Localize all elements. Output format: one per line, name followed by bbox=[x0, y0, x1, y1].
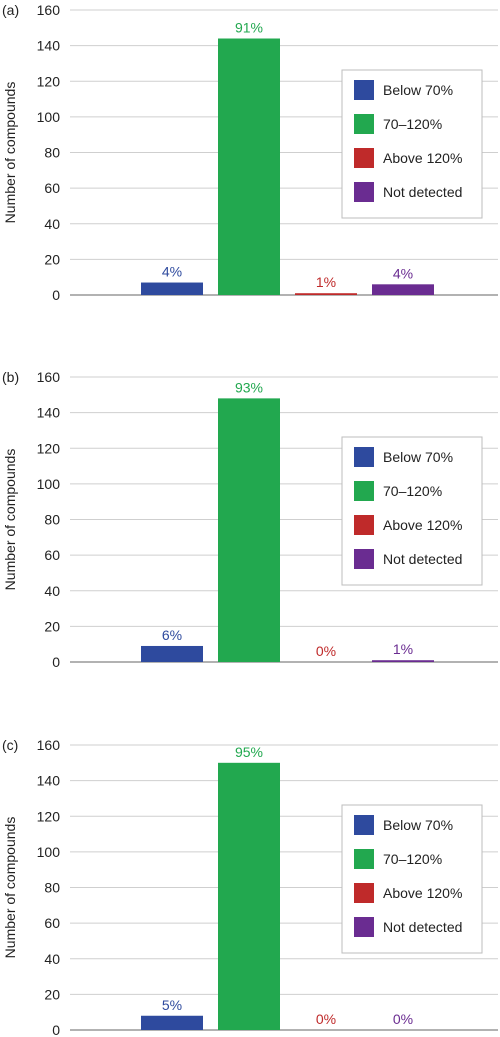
legend-swatch-4 bbox=[354, 182, 374, 202]
bar-1 bbox=[141, 1015, 203, 1030]
data-label: 5% bbox=[162, 997, 182, 1013]
bar-4 bbox=[372, 660, 434, 662]
bar-1 bbox=[141, 645, 203, 662]
legend-entry: Below 70% bbox=[383, 817, 453, 833]
legend-entry: Above 120% bbox=[383, 885, 462, 901]
y-tick-label: 0 bbox=[52, 287, 60, 303]
y-tick-label: 120 bbox=[37, 73, 61, 89]
legend-entry: Not detected bbox=[383, 919, 462, 935]
data-label: 1% bbox=[316, 274, 336, 290]
data-label: 1% bbox=[393, 641, 413, 657]
bar-1 bbox=[141, 282, 203, 295]
bar-2 bbox=[218, 38, 280, 295]
y-tick-label: 160 bbox=[37, 737, 61, 753]
y-tick-label: 80 bbox=[44, 512, 60, 528]
data-label: 0% bbox=[393, 1011, 413, 1027]
data-label: 93% bbox=[235, 379, 263, 395]
y-tick-label: 80 bbox=[44, 145, 60, 161]
y-tick-label: 60 bbox=[44, 180, 60, 196]
bar-4 bbox=[372, 284, 434, 295]
legend-swatch-2 bbox=[354, 114, 374, 134]
data-label: 4% bbox=[393, 265, 413, 281]
legend-entry: 70–120% bbox=[383, 483, 442, 499]
y-tick-label: 60 bbox=[44, 547, 60, 563]
legend-entry: Above 120% bbox=[383, 517, 462, 533]
legend-entry: Below 70% bbox=[383, 449, 453, 465]
legend-entry: 70–120% bbox=[383, 851, 442, 867]
y-tick-label: 140 bbox=[37, 38, 61, 54]
y-tick-label: 100 bbox=[37, 476, 61, 492]
data-label: 95% bbox=[235, 744, 263, 760]
data-label: 4% bbox=[162, 264, 182, 280]
panel-label: (a) bbox=[2, 2, 19, 18]
panel-label: (c) bbox=[2, 737, 18, 753]
chart-panel-c: 0 20 40 60 80 100 120 140 160 (c) Number of compou… bbox=[2, 737, 498, 1037]
y-tick-label: 100 bbox=[37, 109, 61, 125]
panel-label: (b) bbox=[2, 369, 19, 385]
y-axis-label: Number of compounds bbox=[2, 817, 18, 959]
chart-panel-b: 0 20 40 60 80 100 120 140 160 (b) Number of compou… bbox=[2, 369, 498, 670]
y-tick-label: 20 bbox=[44, 986, 60, 1002]
y-tick-label: 0 bbox=[52, 1022, 60, 1037]
y-tick-label: 120 bbox=[37, 808, 61, 824]
legend-swatch-1 bbox=[354, 80, 374, 100]
legend-swatch-4 bbox=[354, 917, 374, 937]
y-tick-label: 40 bbox=[44, 583, 60, 599]
y-axis-label: Number of compounds bbox=[2, 82, 18, 224]
y-tick-label: 60 bbox=[44, 915, 60, 931]
legend-swatch-3 bbox=[354, 883, 374, 903]
legend-swatch-1 bbox=[354, 815, 374, 835]
legend-entry: 70–120% bbox=[383, 116, 442, 132]
bar-2 bbox=[218, 398, 280, 662]
legend-swatch-3 bbox=[354, 515, 374, 535]
legend-swatch-4 bbox=[354, 549, 374, 569]
data-label: 0% bbox=[316, 643, 336, 659]
y-tick-label: 160 bbox=[37, 369, 61, 385]
legend-entry: Not detected bbox=[383, 184, 462, 200]
data-label: 0% bbox=[316, 1011, 336, 1027]
y-axis-label: Number of compounds bbox=[2, 449, 18, 591]
y-tick-label: 20 bbox=[44, 251, 60, 267]
legend-entry: Above 120% bbox=[383, 150, 462, 166]
chart-panel-a: 0 20 40 60 80 100 120 140 160 (a) Number of compou… bbox=[2, 2, 498, 303]
bar-2 bbox=[218, 762, 280, 1030]
y-tick-label: 20 bbox=[44, 618, 60, 634]
y-tick-label: 40 bbox=[44, 216, 60, 232]
y-tick-label: 160 bbox=[37, 2, 61, 18]
legend-swatch-2 bbox=[354, 481, 374, 501]
legend-swatch-3 bbox=[354, 148, 374, 168]
y-tick-label: 0 bbox=[52, 654, 60, 670]
bar-3 bbox=[295, 293, 357, 295]
data-label: 6% bbox=[162, 627, 182, 643]
y-tick-label: 80 bbox=[44, 880, 60, 896]
y-tick-label: 120 bbox=[37, 440, 61, 456]
legend-swatch-2 bbox=[354, 849, 374, 869]
data-label: 91% bbox=[235, 20, 263, 36]
y-tick-label: 140 bbox=[37, 405, 61, 421]
legend-entry: Below 70% bbox=[383, 82, 453, 98]
legend-entry: Not detected bbox=[383, 551, 462, 567]
y-tick-label: 40 bbox=[44, 951, 60, 967]
y-tick-label: 140 bbox=[37, 773, 61, 789]
y-tick-label: 100 bbox=[37, 844, 61, 860]
legend-swatch-1 bbox=[354, 447, 374, 467]
